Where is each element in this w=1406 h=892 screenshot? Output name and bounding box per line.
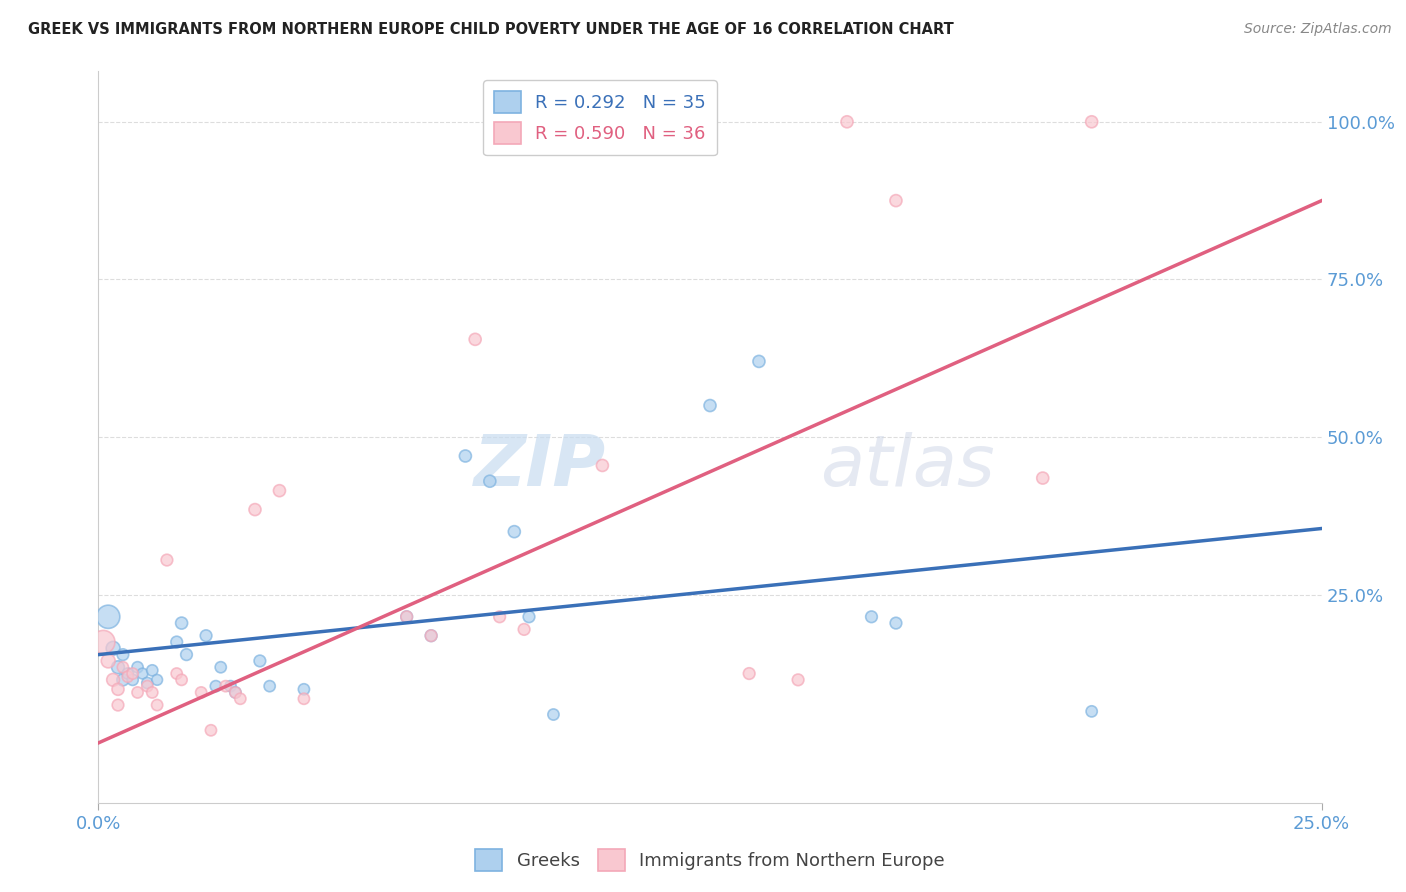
Point: [190, 685, 212, 699]
Point: [127, 685, 149, 699]
Point: [243, 502, 266, 516]
Point: [420, 629, 443, 643]
Point: [117, 670, 139, 684]
Point: [738, 666, 761, 681]
Point: [136, 676, 159, 690]
Point: [219, 679, 242, 693]
Text: Source: ZipAtlas.com: Source: ZipAtlas.com: [1244, 22, 1392, 37]
Point: [229, 691, 252, 706]
Point: [97, 609, 120, 624]
Point: [591, 458, 613, 473]
Point: [478, 474, 501, 488]
Legend: Greeks, Immigrants from Northern Europe: Greeks, Immigrants from Northern Europe: [468, 841, 952, 878]
Point: [1080, 705, 1102, 719]
Point: [269, 483, 291, 498]
Point: [395, 609, 418, 624]
Point: [420, 629, 443, 643]
Point: [101, 673, 124, 687]
Point: [121, 673, 143, 687]
Point: [1080, 115, 1102, 129]
Point: [107, 660, 129, 674]
Point: [1032, 471, 1054, 485]
Point: [131, 666, 153, 681]
Point: [141, 685, 163, 699]
Point: [170, 673, 193, 687]
Point: [111, 660, 134, 674]
Point: [214, 679, 236, 693]
Point: [127, 660, 149, 674]
Point: [200, 723, 222, 738]
Point: [249, 654, 271, 668]
Point: [835, 115, 858, 129]
Text: GREEK VS IMMIGRANTS FROM NORTHERN EUROPE CHILD POVERTY UNDER THE AGE OF 16 CORRE: GREEK VS IMMIGRANTS FROM NORTHERN EUROPE…: [28, 22, 953, 37]
Point: [884, 616, 907, 631]
Text: atlas: atlas: [820, 432, 994, 500]
Point: [543, 707, 565, 722]
Point: [787, 673, 810, 687]
Point: [292, 682, 315, 697]
Point: [513, 623, 536, 637]
Point: [136, 679, 159, 693]
Point: [107, 698, 129, 712]
Point: [292, 691, 315, 706]
Point: [503, 524, 526, 539]
Point: [166, 666, 188, 681]
Point: [748, 354, 770, 368]
Point: [224, 685, 246, 699]
Point: [860, 609, 883, 624]
Point: [101, 641, 124, 656]
Point: [156, 553, 179, 567]
Text: ZIP: ZIP: [474, 432, 606, 500]
Point: [205, 679, 228, 693]
Point: [488, 609, 510, 624]
Point: [195, 629, 218, 643]
Point: [884, 194, 907, 208]
Point: [107, 682, 129, 697]
Point: [517, 609, 540, 624]
Point: [91, 635, 114, 649]
Point: [259, 679, 281, 693]
Point: [97, 654, 120, 668]
Point: [464, 332, 486, 346]
Point: [176, 648, 198, 662]
Point: [170, 616, 193, 631]
Point: [117, 666, 139, 681]
Point: [111, 648, 134, 662]
Point: [209, 660, 232, 674]
Point: [395, 609, 418, 624]
Point: [146, 673, 169, 687]
Point: [699, 399, 721, 413]
Point: [141, 664, 163, 678]
Point: [166, 635, 188, 649]
Point: [454, 449, 477, 463]
Point: [111, 673, 134, 687]
Point: [224, 685, 246, 699]
Point: [121, 666, 143, 681]
Point: [146, 698, 169, 712]
